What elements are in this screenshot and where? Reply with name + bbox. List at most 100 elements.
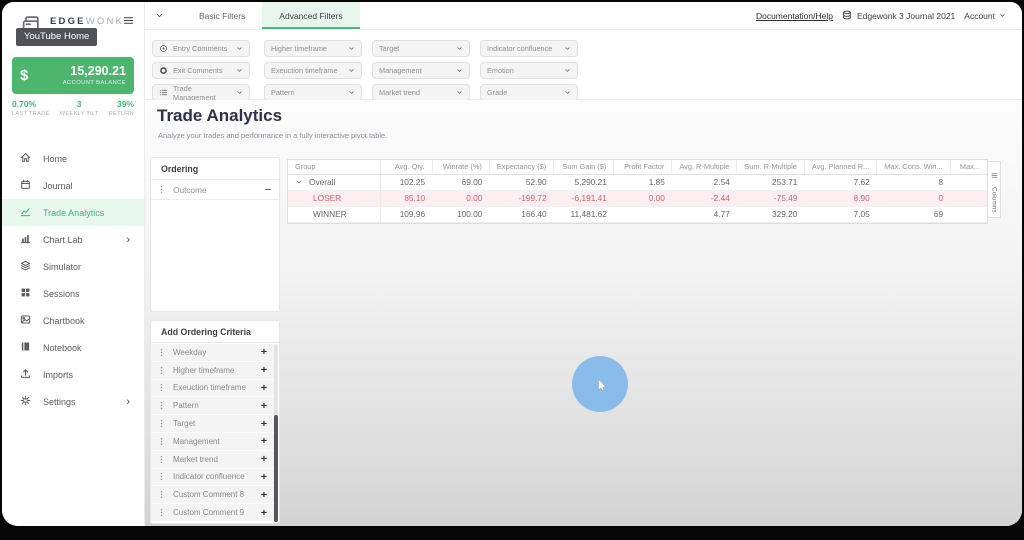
column-header-group[interactable]: Group	[288, 160, 381, 175]
filter-market-trend[interactable]: Market trend	[372, 84, 470, 101]
collapse-icon[interactable]	[295, 178, 303, 186]
add-icon[interactable]: +	[260, 470, 267, 483]
sidebar-item-trade-analytics[interactable]: Trade Analytics	[2, 199, 144, 226]
ordering-criteria-custom-comment-8[interactable]: Custom Comment 8 +	[151, 486, 274, 505]
sidebar-item-chartbook[interactable]: Chartbook	[2, 307, 144, 334]
chevron-down-icon	[564, 89, 571, 96]
column-header-profit-factor[interactable]: Profit Factor	[613, 160, 672, 175]
column-header-avg-qty[interactable]: Avg. Qty.	[379, 160, 433, 175]
ordering-criteria-market-trend[interactable]: Market trend +	[151, 450, 274, 469]
table-row-overall[interactable]: Overall 102.25 69.00 52.90 5,290.21 1.85 2.54 2…	[288, 174, 987, 191]
drag-handle-icon[interactable]	[157, 348, 166, 357]
filter-target[interactable]: Target	[372, 40, 470, 57]
journal-selector[interactable]: Edgewonk 3 Journal 2021	[842, 10, 955, 22]
filter-label: Exeuction timeframe	[271, 66, 338, 75]
chevron-down-icon	[236, 67, 243, 74]
column-header-sum-r-multiple[interactable]: Sum. R-Multiple	[736, 160, 805, 175]
table-row-loser[interactable]: LOSER 85.10 0.00 -199.72 -6,191.41 0.00 -2.44-…	[288, 190, 987, 207]
filter-higher-timeframe[interactable]: Higher timeframe	[264, 40, 362, 57]
sidebar-item-home[interactable]: Home	[2, 145, 144, 172]
ordering-criteria-exeuction-timeframe[interactable]: Exeuction timeframe +	[151, 379, 274, 398]
ordering-criteria-higher-timeframe[interactable]: Higher timeframe +	[151, 361, 274, 380]
column-header-max-cons-win[interactable]: Max. Cons. Win...	[876, 160, 951, 175]
filter-exeuction-timeframe[interactable]: Exeuction timeframe	[264, 62, 362, 79]
ordering-criteria-pattern[interactable]: Pattern +	[151, 397, 274, 416]
filter-management[interactable]: Management	[372, 62, 470, 79]
add-icon[interactable]: +	[260, 435, 267, 448]
table-row-winner[interactable]: WINNER 109.96 100.00 166.40 11,481.62 4.77 329…	[288, 206, 987, 223]
sidebar-item-chart-lab[interactable]: Chart Lab ›	[2, 226, 144, 253]
add-icon[interactable]: +	[260, 417, 267, 430]
drag-handle-icon[interactable]	[157, 455, 166, 464]
columns-tab[interactable]: Columns	[988, 161, 1001, 218]
scrollbar-thumb[interactable]	[274, 415, 278, 522]
sidebar-item-imports[interactable]: Imports	[2, 361, 144, 388]
add-icon[interactable]: +	[260, 381, 267, 394]
ordering-criteria-weekday[interactable]: Weekday +	[151, 344, 274, 362]
filter-exit-comments[interactable]: Exit Comments	[152, 62, 250, 79]
filter-grade[interactable]: Grade	[480, 84, 578, 101]
ordering-criteria-target[interactable]: Target +	[151, 415, 274, 433]
value-cell: 8.90	[804, 190, 877, 207]
column-header-avg-r-multiple[interactable]: Avg. R-Multiple	[671, 160, 737, 175]
journal-name: Edgewonk 3 Journal 2021	[856, 10, 956, 21]
image-icon	[20, 314, 31, 327]
add-icon[interactable]: +	[260, 506, 267, 519]
sidebar-item-journal[interactable]: Journal	[2, 172, 144, 199]
menu-icon[interactable]	[123, 13, 134, 31]
filter-label: Higher timeframe	[271, 44, 327, 53]
chevron-down-icon[interactable]	[155, 11, 164, 20]
drag-handle-icon[interactable]	[157, 472, 166, 481]
ordering-criteria-management[interactable]: Management +	[151, 432, 274, 451]
column-header-sum-gain[interactable]: Sum Gain ($)	[553, 160, 614, 175]
drag-handle-icon[interactable]	[157, 401, 166, 410]
filter-indicator-confluence[interactable]: Indicator confluence	[480, 40, 578, 57]
add-icon[interactable]: +	[260, 399, 267, 412]
criteria-label: Pattern	[173, 401, 199, 411]
filter-emotion[interactable]: Emotion	[480, 62, 578, 79]
criteria-label: Higher timeframe	[173, 365, 235, 375]
column-header-expectancy[interactable]: Expectancy ($)	[488, 160, 554, 175]
chevron-down-icon	[999, 11, 1006, 21]
filter-pattern[interactable]: Pattern	[264, 84, 362, 101]
drag-handle-icon[interactable]	[157, 383, 166, 392]
add-icon[interactable]: +	[260, 488, 267, 501]
home-icon	[20, 152, 31, 165]
analytics-table: Group Avg. Qty. Winrate (%) Expectancy ($) S…	[288, 160, 987, 223]
drag-handle-icon[interactable]	[157, 185, 166, 194]
drag-handle-icon[interactable]	[157, 437, 166, 446]
sidebar-item-notebook[interactable]: Notebook	[2, 334, 144, 361]
ordering-panel: Ordering Outcome −	[150, 157, 280, 312]
sidebar-item-sessions[interactable]: Sessions	[2, 280, 144, 307]
filter-entry-comments[interactable]: Entry Comments	[152, 40, 250, 57]
ordering-item-outcome[interactable]: Outcome −	[151, 180, 279, 200]
column-header-avg-planned-r[interactable]: Avg. Planned R...	[803, 160, 877, 175]
sidebar-item-simulator[interactable]: Simulator	[2, 253, 144, 280]
drag-handle-icon[interactable]	[157, 490, 166, 499]
tab-basic-filters[interactable]: Basic Filters	[199, 10, 246, 21]
scrollbar[interactable]	[274, 344, 278, 522]
remove-icon[interactable]: −	[264, 183, 271, 196]
sidebar-item-settings[interactable]: Settings ›	[2, 388, 144, 415]
add-icon[interactable]: +	[260, 346, 267, 359]
drag-handle-icon[interactable]	[157, 419, 166, 428]
add-ordering-list: Weekday + Higher timeframe + Exeuction timef…	[151, 344, 274, 523]
value-cell: 0.00	[432, 190, 490, 207]
sidebar-item-label: Home	[43, 153, 68, 164]
brand-light: WONK	[85, 16, 125, 27]
account-menu[interactable]: Account	[964, 11, 1006, 21]
tab-advanced-filters[interactable]: Advanced Filters	[262, 2, 360, 29]
add-icon[interactable]: +	[260, 453, 267, 466]
add-icon[interactable]: +	[260, 364, 267, 377]
balance-amount: 15,290.21	[70, 64, 126, 78]
ordering-criteria-custom-comment-9[interactable]: Custom Comment 9 +	[151, 504, 274, 522]
ordering-criteria-indicator-confluence[interactable]: Indicator confluence +	[151, 468, 274, 487]
column-header-winrate[interactable]: Winrate (%)	[431, 160, 490, 175]
filter-trade-management[interactable]: Trade Management	[152, 84, 250, 102]
sidebar-item-label: Trade Analytics	[43, 207, 105, 218]
drag-handle-icon[interactable]	[157, 508, 166, 517]
column-header-max[interactable]: Max...	[949, 160, 987, 175]
drag-handle-icon[interactable]	[157, 366, 166, 375]
documentation-link[interactable]: Documentation/Help	[755, 10, 833, 21]
